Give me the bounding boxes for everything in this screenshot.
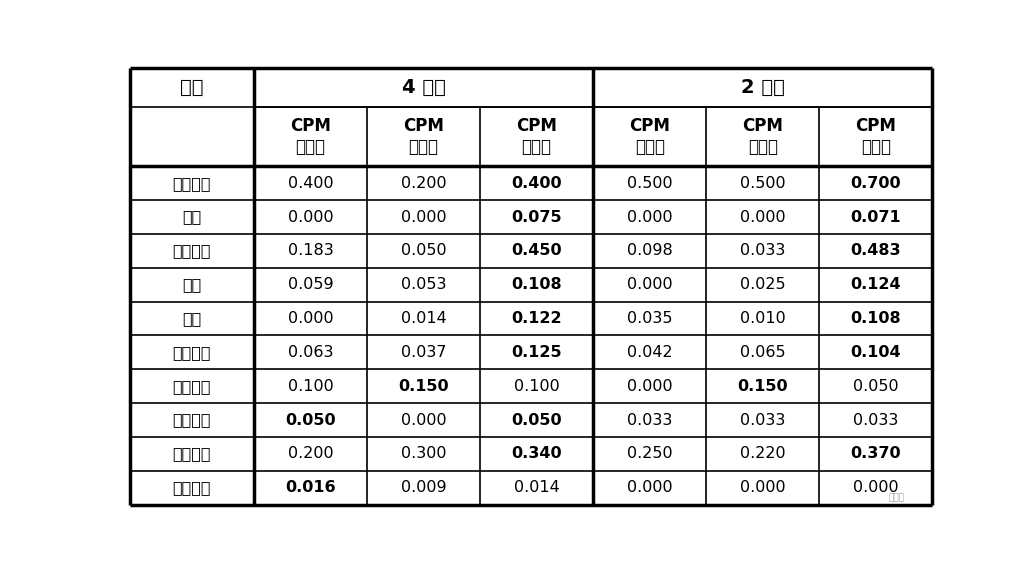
Text: 0.009: 0.009	[401, 480, 447, 495]
Text: 0.183: 0.183	[288, 243, 334, 259]
Text: 0.065: 0.065	[740, 345, 785, 360]
Text: CPM
（中）: CPM （中）	[403, 117, 444, 156]
Text: 0.033: 0.033	[740, 243, 785, 259]
Text: CPM
（中）: CPM （中）	[743, 117, 783, 156]
Text: CPM
（小）: CPM （小）	[629, 117, 670, 156]
Text: 0.033: 0.033	[627, 413, 672, 428]
Text: 0.075: 0.075	[512, 210, 562, 225]
Text: 0.500: 0.500	[740, 176, 785, 191]
Text: 0.050: 0.050	[853, 379, 898, 393]
Text: 类别: 类别	[180, 78, 203, 97]
Text: 0.033: 0.033	[740, 413, 785, 428]
Text: 0.300: 0.300	[401, 446, 447, 462]
Text: 0.124: 0.124	[851, 277, 901, 292]
Text: 0.000: 0.000	[627, 277, 672, 292]
Text: 0.250: 0.250	[627, 446, 672, 462]
Text: CPM
（大）: CPM （大）	[856, 117, 896, 156]
Text: 0.042: 0.042	[627, 345, 672, 360]
Text: 0.098: 0.098	[627, 243, 672, 259]
Text: 0.150: 0.150	[738, 379, 788, 393]
Text: 0.700: 0.700	[851, 176, 901, 191]
Text: 0.500: 0.500	[627, 176, 672, 191]
Text: 0.025: 0.025	[740, 277, 785, 292]
Text: 0.050: 0.050	[401, 243, 447, 259]
Text: 0.370: 0.370	[851, 446, 901, 462]
Text: 0.059: 0.059	[288, 277, 334, 292]
Text: 病原类型: 病原类型	[172, 446, 211, 462]
Text: 2 样本: 2 样本	[741, 78, 784, 97]
Text: 0.071: 0.071	[851, 210, 901, 225]
Text: 0.108: 0.108	[512, 277, 562, 292]
Text: 0.033: 0.033	[854, 413, 898, 428]
Text: 0.037: 0.037	[401, 345, 447, 360]
Text: 0.220: 0.220	[740, 446, 785, 462]
Text: 0.050: 0.050	[285, 413, 336, 428]
Text: 0.000: 0.000	[401, 413, 447, 428]
Text: 首任总统: 首任总统	[172, 480, 211, 495]
Text: 0.104: 0.104	[851, 345, 901, 360]
Text: 主要作物: 主要作物	[172, 379, 211, 393]
Text: 0.400: 0.400	[288, 176, 334, 191]
Text: 0.000: 0.000	[853, 480, 898, 495]
Text: 涉及领域: 涉及领域	[172, 345, 211, 360]
Text: 0.200: 0.200	[401, 176, 447, 191]
Text: 0.000: 0.000	[740, 210, 785, 225]
Text: 0.000: 0.000	[627, 480, 672, 495]
Text: 0.340: 0.340	[512, 446, 562, 462]
Text: 0.010: 0.010	[740, 311, 785, 326]
Text: 0.000: 0.000	[627, 379, 672, 393]
Text: 0.053: 0.053	[401, 277, 447, 292]
Text: 0.450: 0.450	[512, 243, 562, 259]
Text: 全名: 全名	[182, 311, 201, 326]
Text: 0.050: 0.050	[512, 413, 562, 428]
Text: 学科: 学科	[182, 277, 201, 292]
Text: 4 样本: 4 样本	[402, 78, 445, 97]
Text: 0.000: 0.000	[401, 210, 447, 225]
Text: 0.000: 0.000	[740, 480, 785, 495]
Text: 所在国家: 所在国家	[172, 413, 211, 428]
Text: CPM
（大）: CPM （大）	[516, 117, 557, 156]
Text: 0.100: 0.100	[288, 379, 334, 393]
Text: 0.122: 0.122	[512, 311, 562, 326]
Text: 0.400: 0.400	[512, 176, 562, 191]
Text: 0.035: 0.035	[627, 311, 672, 326]
Text: 0.108: 0.108	[851, 311, 901, 326]
Text: 释义: 释义	[182, 210, 201, 225]
Text: 0.000: 0.000	[288, 210, 334, 225]
Text: 0.014: 0.014	[401, 311, 447, 326]
Text: 0.063: 0.063	[288, 345, 334, 360]
Text: 0.000: 0.000	[288, 311, 334, 326]
Text: 0.483: 0.483	[851, 243, 901, 259]
Text: 量子位: 量子位	[888, 493, 904, 502]
Text: 0.100: 0.100	[514, 379, 559, 393]
Text: 商品品牌: 商品品牌	[172, 243, 211, 259]
Text: 主要工艺: 主要工艺	[172, 176, 211, 191]
Text: 0.000: 0.000	[627, 210, 672, 225]
Text: CPM
（小）: CPM （小）	[290, 117, 330, 156]
Text: 0.150: 0.150	[398, 379, 449, 393]
Text: 0.125: 0.125	[512, 345, 562, 360]
Text: 0.016: 0.016	[285, 480, 336, 495]
Text: 0.200: 0.200	[288, 446, 334, 462]
Text: 0.014: 0.014	[514, 480, 559, 495]
